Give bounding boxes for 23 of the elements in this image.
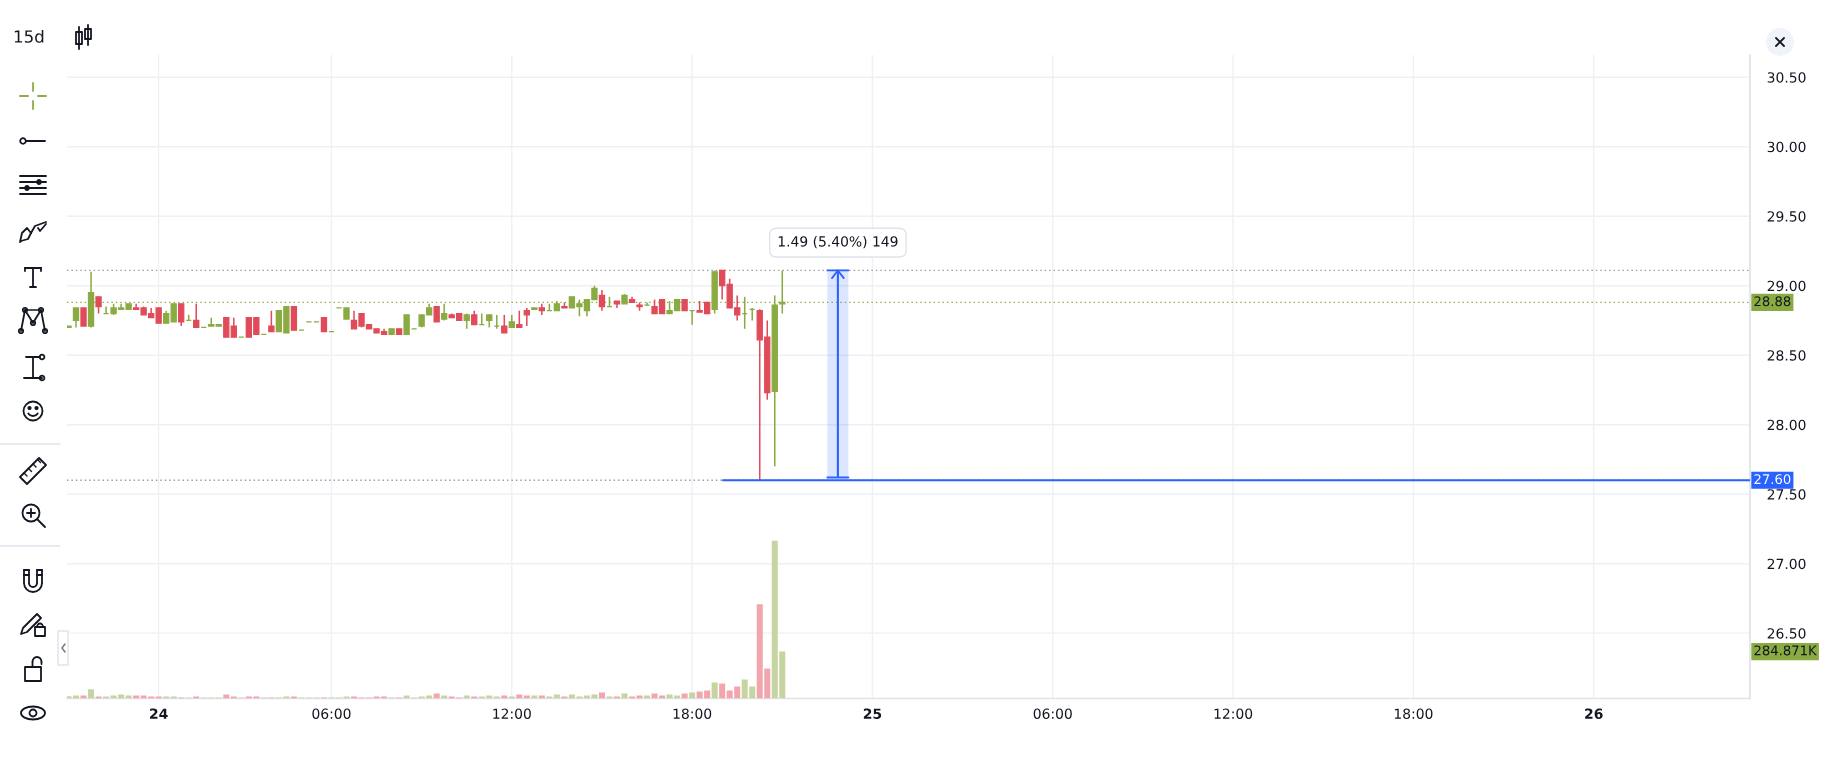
x-tick-label: 06:00 — [1033, 708, 1072, 719]
data-label: 27.60 — [1754, 474, 1791, 485]
x-tick-label: 24 — [150, 708, 168, 719]
x-tick-label: 26 — [1585, 708, 1603, 719]
text: 15d — [14, 29, 44, 43]
text: 284.871K — [1754, 645, 1817, 656]
y-tick-label: 27.50 — [1767, 489, 1806, 500]
x-tick-label: 12:00 — [1214, 708, 1253, 719]
y-tick-label: 28.00 — [1767, 419, 1806, 431]
x-tick-label: 06:00 — [312, 708, 351, 719]
y-tick-label: 29.50 — [1767, 211, 1806, 222]
x-tick-label: 18:00 — [673, 708, 712, 719]
y-tick-label: 30.50 — [1767, 72, 1806, 83]
ref-line-label: 28.88 — [1754, 296, 1791, 307]
x-tick-label: 12:00 — [493, 708, 531, 719]
y-tick-label: 30.00 — [1767, 141, 1806, 153]
y-tick-label: 29.00 — [1767, 280, 1806, 292]
y-tick-label: 28.50 — [1767, 350, 1806, 361]
x-tick-label: 18:00 — [1394, 708, 1433, 719]
y-tick-label: 27.00 — [1767, 558, 1806, 570]
data-label: 1.49 (5.40%) 149 — [778, 235, 898, 249]
y-tick-label: 26.50 — [1767, 628, 1806, 639]
x-tick-label: 25 — [863, 708, 882, 719]
